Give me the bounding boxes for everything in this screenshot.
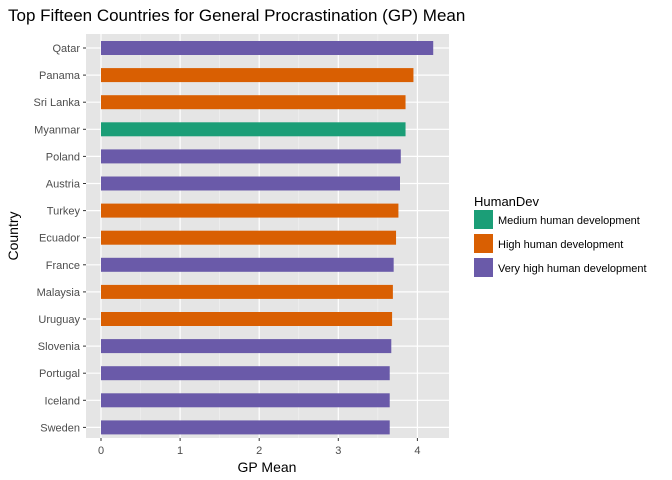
- bar: [101, 230, 397, 245]
- bar: [101, 257, 394, 272]
- bar: [101, 95, 406, 110]
- y-tick-label: Malaysia: [37, 287, 81, 299]
- y-tick-label: Sri Lanka: [34, 97, 81, 109]
- x-axis: 0 1 2 3 4: [98, 438, 420, 457]
- x-tick-label: 3: [335, 445, 341, 457]
- bar: [101, 41, 434, 55]
- bar: [101, 176, 400, 191]
- chart-title: Top Fifteen Countries for General Procra…: [8, 6, 465, 25]
- bar: [101, 339, 392, 354]
- y-tick-label: France: [46, 260, 80, 272]
- legend-label: Very high human development: [498, 263, 647, 275]
- y-tick-label: Iceland: [45, 395, 80, 407]
- bar: [101, 366, 390, 381]
- y-tick-label: Sweden: [40, 422, 80, 434]
- legend-key: [474, 234, 493, 253]
- y-tick-label: Slovenia: [38, 341, 81, 353]
- x-tick-label: 2: [256, 445, 262, 457]
- y-tick-label: Ecuador: [39, 233, 80, 245]
- legend-title: HumanDev: [474, 194, 540, 209]
- y-tick-label: Portugal: [39, 368, 80, 380]
- legend-key: [474, 258, 493, 277]
- y-axis: Qatar Panama Sri Lanka Myanmar Poland Austria…: [34, 43, 86, 434]
- bar: [101, 420, 390, 435]
- y-axis-title: Country: [5, 211, 21, 260]
- y-tick-label: Uruguay: [38, 314, 80, 326]
- legend-key: [474, 210, 493, 229]
- x-tick-label: 0: [98, 445, 104, 457]
- legend-label: Medium human development: [498, 215, 640, 227]
- bar: [101, 203, 399, 218]
- y-tick-label: Panama: [39, 70, 81, 82]
- x-tick-label: 4: [414, 445, 420, 457]
- x-axis-title: GP Mean: [238, 459, 297, 475]
- bar: [101, 149, 401, 164]
- bar: [101, 284, 393, 299]
- x-tick-label: 1: [177, 445, 183, 457]
- bar: [101, 312, 393, 326]
- legend-label: High human development: [498, 239, 623, 251]
- bars: [101, 41, 434, 435]
- legend: HumanDev Medium human development High hu…: [474, 194, 647, 277]
- y-tick-label: Qatar: [52, 43, 80, 55]
- bar: [101, 122, 406, 137]
- bar: [101, 393, 390, 408]
- y-tick-label: Poland: [46, 151, 80, 163]
- bar: [101, 68, 414, 83]
- y-tick-label: Turkey: [47, 206, 81, 218]
- y-tick-label: Austria: [46, 179, 81, 191]
- y-tick-label: Myanmar: [34, 124, 80, 136]
